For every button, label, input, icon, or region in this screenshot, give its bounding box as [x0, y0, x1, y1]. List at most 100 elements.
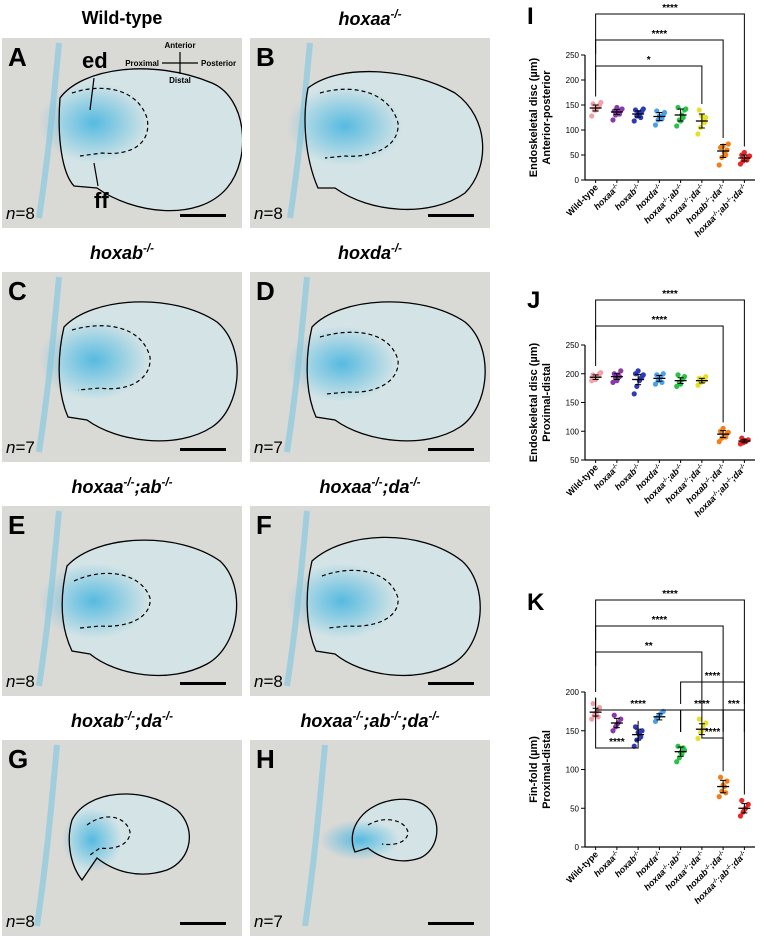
data-point [674, 123, 680, 129]
panel-title: hoxda-/- [337, 242, 403, 263]
y-tick-label: 150 [566, 101, 580, 110]
data-point [723, 152, 729, 158]
data-point [745, 801, 751, 807]
significance-bracket [701, 713, 724, 760]
y-tick-label: 100 [566, 766, 580, 775]
significance-bracket [595, 65, 703, 104]
data-point [720, 425, 726, 431]
data-point [678, 381, 684, 387]
sample-size-label: n=8 [254, 204, 283, 223]
data-point [739, 797, 745, 804]
y-tick-label: 200 [566, 76, 580, 85]
data-point [618, 716, 624, 722]
scale-bar [428, 682, 474, 685]
data-point [746, 153, 753, 159]
significance-bracket [595, 299, 745, 433]
data-point [695, 735, 701, 742]
significance-label: **** [662, 589, 678, 600]
panel-title: hoxab-/- [89, 242, 155, 263]
chart-I: I 0 50 100 150 200 250 Endoskeletal disc (µm) An… [527, 3, 755, 239]
panel-title: hoxaa-/-;ab-/- [71, 476, 173, 497]
x-tick-label: Wild-type [564, 462, 600, 498]
y-tick-label: 150 [566, 727, 580, 736]
data-point [618, 368, 624, 374]
chart-letter: J [527, 287, 540, 314]
data-point [725, 141, 731, 147]
ed-label: ed [82, 48, 108, 73]
significance-bracket [595, 599, 745, 795]
data-point [741, 149, 747, 156]
significance-bracket [595, 325, 724, 423]
data-point [619, 106, 625, 112]
data-point [589, 716, 595, 722]
y-tick-label: 0 [575, 843, 580, 852]
y-tick-label: 0 [575, 176, 580, 185]
panel-title: hoxaa-/-;ab-/-;da-/- [300, 710, 440, 731]
y-tick-label: 50 [570, 151, 579, 160]
data-point [595, 714, 601, 720]
sample-size-label: n=7 [254, 912, 283, 931]
data-point [680, 745, 686, 751]
significance-label: ** [645, 641, 653, 652]
data-point [675, 372, 681, 378]
data-point [640, 372, 646, 378]
data-point [723, 434, 729, 440]
scale-bar [180, 214, 226, 217]
significance-label: **** [652, 315, 668, 326]
fin-image [2, 272, 242, 462]
fin-drawing [284, 276, 486, 453]
significance-bracket [595, 625, 724, 772]
fin-drawing [36, 42, 242, 219]
scale-bar [428, 448, 474, 451]
significance-label: **** [694, 699, 710, 710]
sample-size-label: n=8 [254, 672, 283, 691]
data-point [638, 734, 644, 740]
data-point [610, 117, 616, 123]
y-tick-label: 150 [566, 399, 580, 408]
scale-bar [428, 922, 474, 925]
fin-image [2, 740, 242, 936]
fin-drawing [284, 510, 481, 687]
data-point [717, 774, 724, 780]
panel-letter: D [256, 276, 275, 306]
compass-posterior-label: Posterior [201, 59, 236, 68]
significance-bracket [595, 13, 745, 147]
significance-label: **** [652, 29, 668, 40]
panel-title: Wild-type [81, 8, 163, 28]
data-point [703, 720, 709, 726]
ff-label: ff [94, 188, 109, 213]
y-tick-label: 100 [566, 126, 580, 135]
x-tick-label: Wild-type [564, 849, 600, 885]
data-point [695, 131, 701, 137]
fin-image [250, 506, 490, 696]
data-point [590, 101, 596, 107]
data-point [661, 109, 668, 116]
significance-label: **** [705, 727, 721, 738]
fin-image [250, 38, 490, 228]
fin-drawing [287, 42, 484, 219]
data-point [590, 701, 596, 707]
significance-bracket [680, 681, 745, 704]
panel-letter: G [8, 744, 29, 774]
y-tick-label: 50 [570, 804, 579, 813]
y-axis-label: Endoskeletal disc (µm) [528, 342, 540, 462]
data-point [589, 113, 595, 119]
fin-image [250, 272, 490, 462]
data-point [610, 379, 616, 385]
data-point [611, 712, 617, 718]
sample-size-label: n=7 [254, 438, 283, 457]
data-point [680, 375, 686, 381]
panel-letter: A [8, 42, 27, 72]
data-point [654, 372, 660, 378]
significance-label: **** [609, 737, 625, 748]
data-point [598, 99, 604, 106]
panel-letter: B [256, 42, 275, 72]
data-point [716, 162, 722, 168]
data-point [696, 107, 702, 113]
annotation-lines: Anterior Distal Proximal Posterior [89, 41, 236, 187]
y-tick-label: 200 [566, 688, 580, 697]
significance-label: **** [705, 671, 721, 682]
compass-anterior-label: Anterior [164, 41, 195, 50]
panel-letter: F [256, 510, 272, 540]
compass-proximal-label: Proximal [125, 59, 159, 68]
